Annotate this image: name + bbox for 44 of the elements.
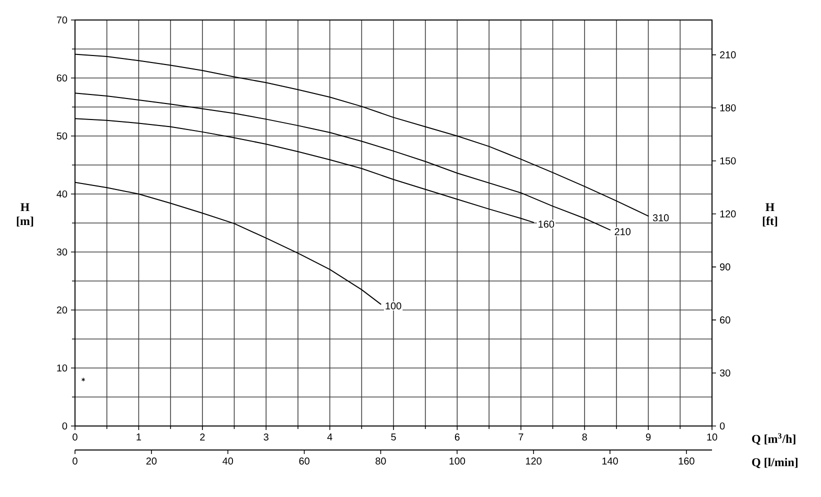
y-tick-label: 20 bbox=[56, 306, 68, 314]
x-tick-label: 9 bbox=[646, 434, 651, 441]
y2-tick-label: 120 bbox=[720, 210, 736, 218]
y2-tick-label: 90 bbox=[720, 263, 730, 270]
x-tick-label: 10 bbox=[707, 434, 718, 441]
x2-axis-title: Q [l/min] bbox=[752, 458, 798, 468]
x2-tick-label: 20 bbox=[146, 458, 157, 465]
x-tick-label: 7 bbox=[518, 434, 524, 440]
series-label: 160 bbox=[538, 220, 554, 228]
y-axis-title: H [m] bbox=[16, 203, 34, 227]
series-label: 310 bbox=[652, 214, 669, 222]
x-tick-label: 2 bbox=[200, 434, 205, 440]
x-tick-label: 1 bbox=[136, 434, 141, 440]
y-tick-label: 50 bbox=[56, 132, 68, 140]
y-tick-label: 0 bbox=[62, 422, 68, 430]
x2-tick-label: 100 bbox=[450, 458, 466, 465]
y2-tick-label: 210 bbox=[720, 51, 736, 58]
x-tick-label: 3 bbox=[264, 434, 268, 441]
x2-tick-label: 120 bbox=[526, 458, 542, 465]
y-tick-label: 40 bbox=[56, 190, 68, 198]
x2-tick-label: 160 bbox=[678, 458, 694, 465]
x-tick-label: 6 bbox=[454, 434, 460, 441]
y2-tick-label: 60 bbox=[720, 316, 730, 324]
y-tick-label: 30 bbox=[56, 248, 68, 256]
x2-tick-label: 140 bbox=[602, 458, 618, 465]
series-label: 100 bbox=[386, 302, 402, 310]
x-tick-label: 4 bbox=[327, 434, 332, 440]
x-axis-title: Q [m$^{3}$/h] bbox=[752, 433, 796, 445]
x-tick-label: 5 bbox=[391, 434, 396, 440]
y2-tick-label: 30 bbox=[720, 369, 730, 376]
x-tick-label: 0 bbox=[72, 434, 78, 441]
series-label: 210 bbox=[614, 228, 631, 236]
x-tick-label: 8 bbox=[582, 434, 587, 441]
x2-tick-label: 40 bbox=[222, 458, 234, 465]
x2-tick-label: 80 bbox=[376, 458, 386, 465]
y2-tick-label: 180 bbox=[720, 104, 736, 112]
y2-tick-label: 150 bbox=[720, 157, 736, 164]
y2-axis-title: H [ft] bbox=[762, 203, 778, 227]
x2-tick-label: 0 bbox=[72, 458, 78, 465]
y2-tick-label: 0 bbox=[720, 422, 725, 430]
y-tick-label: 10 bbox=[57, 364, 68, 372]
y-tick-label: 70 bbox=[56, 16, 68, 24]
x2-tick-label: 60 bbox=[299, 458, 310, 465]
y-tick-label: 60 bbox=[56, 74, 68, 82]
